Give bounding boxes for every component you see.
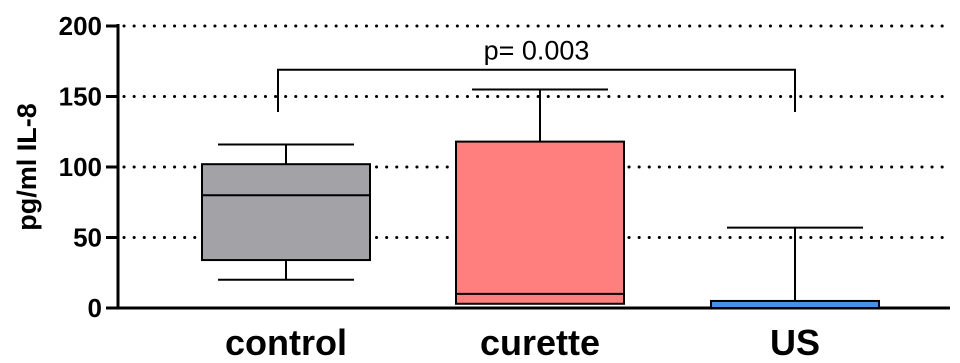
box-body: [455, 140, 625, 305]
box-control: [201, 143, 371, 281]
p-value-label: p= 0.003: [484, 36, 590, 66]
y-tick-label: 0: [88, 293, 102, 323]
x-tick-label: curette: [480, 322, 600, 358]
box-US: [710, 226, 880, 310]
box-body: [201, 163, 371, 262]
bracket-line: [277, 68, 796, 113]
box-curette: [455, 88, 625, 305]
x-tick-labels: control curette US: [225, 322, 820, 363]
boxes: [201, 88, 880, 310]
y-tick-label: 50: [73, 223, 102, 253]
box-body: [710, 299, 880, 310]
x-tick-label: control: [225, 322, 347, 358]
x-tick-label: US: [770, 322, 820, 358]
y-tick-label: 150: [59, 82, 102, 112]
y-ticks: 0 50 100 150 200: [59, 11, 118, 323]
y-tick-label: 200: [59, 11, 102, 41]
y-tick-label: 100: [59, 152, 102, 182]
y-axis-label: pg/ml IL-8: [12, 103, 42, 231]
significance-bracket: p= 0.003: [277, 36, 796, 113]
